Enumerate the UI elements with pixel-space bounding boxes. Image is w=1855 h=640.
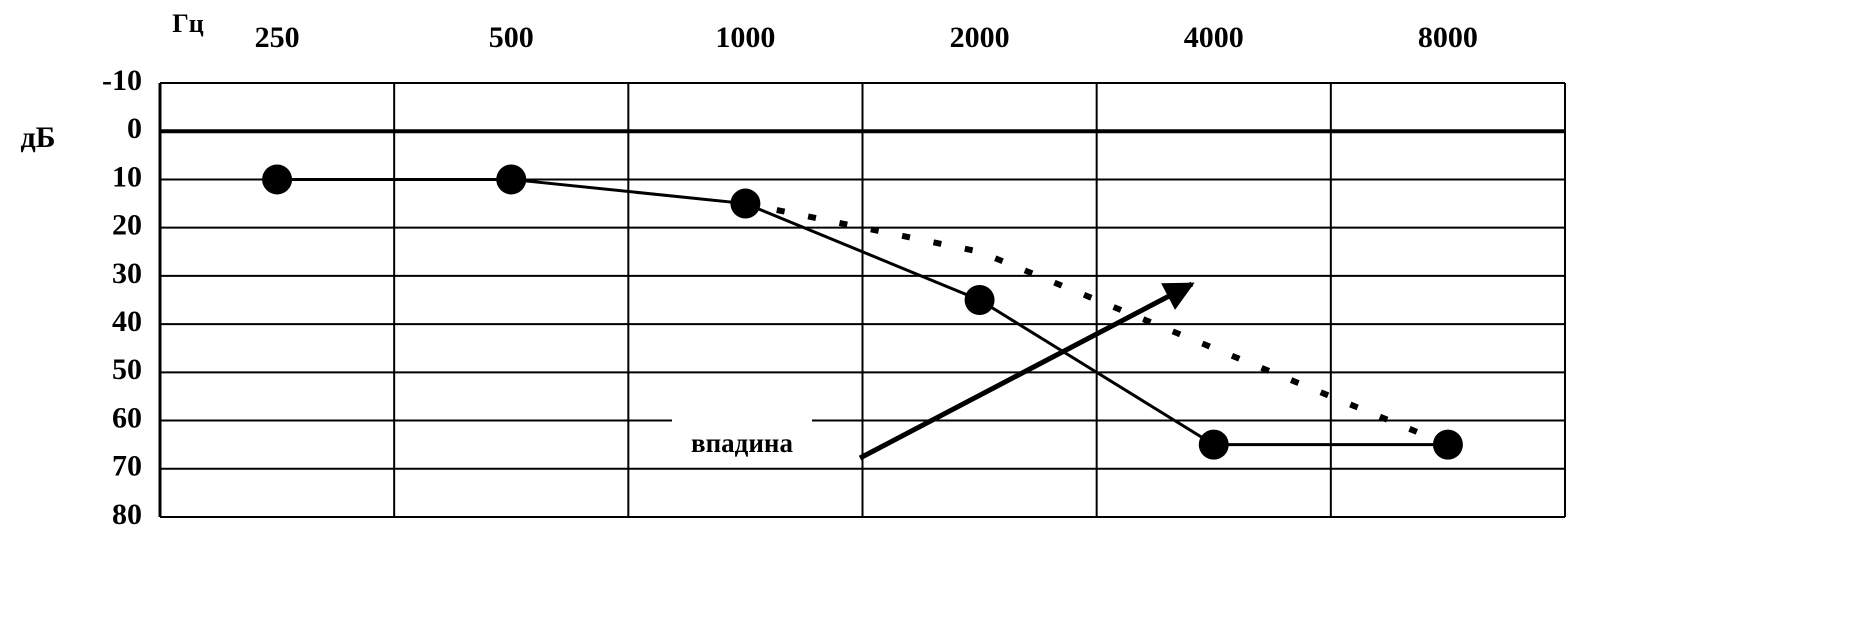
y-tick-label: 50 (112, 353, 142, 386)
data-point (1198, 429, 1229, 460)
x-tick-label: 4000 (1184, 21, 1244, 54)
label-background (672, 408, 812, 422)
y-tick-label: 40 (112, 305, 142, 338)
annotation-arrow (858, 281, 1195, 461)
y-tick-label: 70 (112, 450, 142, 483)
data-point (262, 164, 293, 195)
y-tick-label: 30 (112, 257, 142, 290)
y-tick-label: 0 (127, 112, 142, 145)
data-point (496, 164, 527, 195)
y-tick-label: 80 (112, 498, 142, 531)
annotation: впадина (691, 428, 793, 458)
x-tick-label: 8000 (1418, 21, 1478, 54)
x-tick-label: 1000 (715, 21, 775, 54)
data-point (1432, 429, 1463, 460)
x-tick-label: 250 (255, 21, 300, 54)
y-tick-label: -10 (102, 64, 142, 97)
x-tick-label: 500 (489, 21, 534, 54)
y-axis-label: дБ (20, 121, 55, 154)
y-tick-label: 20 (112, 209, 142, 242)
y-tick-label: 10 (112, 160, 142, 193)
y-tick-label: 60 (112, 401, 142, 434)
x-tick-label: 2000 (950, 21, 1010, 54)
x-axis-label: Гц (172, 9, 204, 38)
data-point (964, 285, 995, 315)
series-line (277, 177, 1448, 447)
